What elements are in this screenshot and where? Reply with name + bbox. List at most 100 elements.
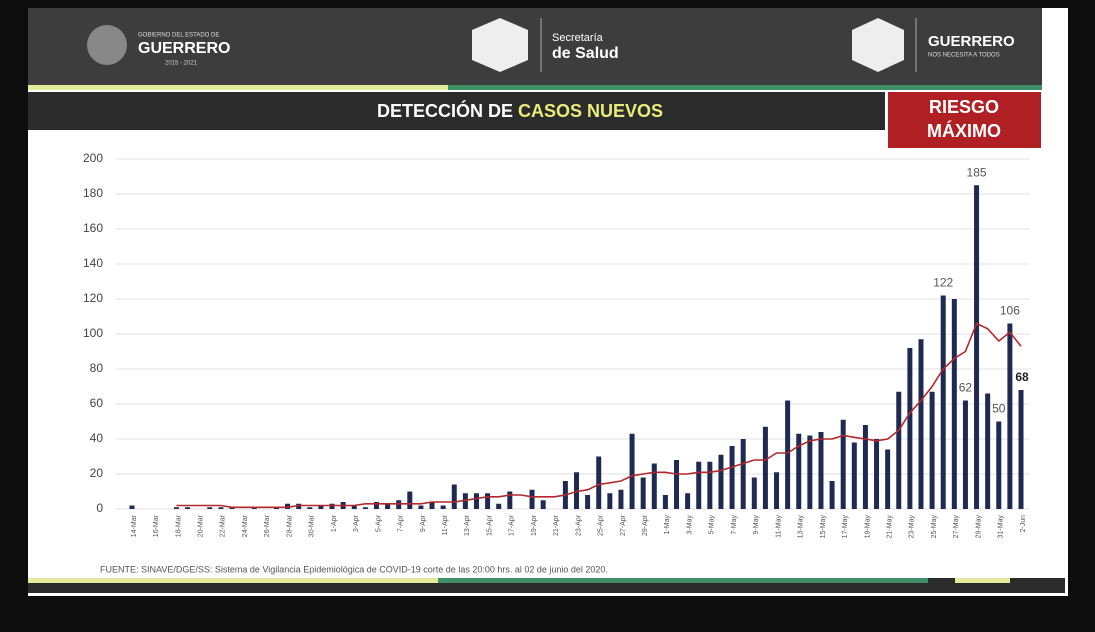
x-tick-label: 7-May [731,515,738,535]
bar [851,442,857,509]
x-tick-label: 13-May [798,515,805,539]
x-tick-label: 1-May [664,515,671,535]
data-label: 68 [1015,370,1029,384]
data-label: 50 [992,402,1006,416]
title-part: DETECCIÓN DE [377,100,513,121]
footer-stripe [438,578,928,583]
header-text: Secretaría [552,32,604,44]
y-tick-label: 200 [83,151,103,165]
bar [974,185,980,509]
x-tick-label: 11-May [775,515,782,538]
bar [207,507,213,509]
risk-text: MÁXIMO [927,120,1001,141]
data-label: 185 [967,165,987,179]
bar [651,463,657,509]
x-tick-label: 23-May [909,515,916,539]
bar [462,493,468,509]
bar [540,500,546,509]
y-tick-label: 120 [83,291,103,305]
y-tick-label: 80 [90,361,104,375]
bar [996,421,1002,509]
bar [740,439,746,509]
x-tick-label: 3-Apr [353,514,360,532]
x-tick-label: 14-Mar [131,514,138,537]
data-label: 122 [933,276,953,290]
x-tick-label: 1-Apr [331,514,338,532]
x-tick-label: 21-Apr [553,514,560,536]
bar [285,503,291,509]
x-tick-label: 15-May [820,515,827,539]
bar [829,481,835,509]
bar [407,491,413,509]
x-tick-label: 28-Mar [286,514,293,537]
footer-band [28,583,1065,593]
header-stripe [28,85,448,90]
x-tick-label: 27-Apr [620,514,627,536]
plot: 0 20 40 60 80 100 120 140 160 180 200 14-Mar 16-Mar 1… [83,151,1030,538]
bar [818,432,824,509]
y-tick-label: 40 [90,431,104,445]
bar [251,507,257,509]
title: DETECCIÓN DE CASOS NUEVOS [377,100,663,121]
header-text: de Salud [552,45,619,62]
header-text: NOS NECESITA A TODOS [928,53,1000,59]
x-tick-label: 9-May [753,515,760,535]
bar [185,507,191,509]
bar [696,461,702,509]
bar [607,493,613,509]
x-tick-label: 11-Apr [442,514,449,535]
bar [774,472,780,509]
bar [173,507,179,509]
health-logo [472,18,528,72]
risk-box [888,92,1041,148]
bar [385,503,391,509]
x-tick-label: 20-Mar [198,514,205,537]
bar [396,500,402,509]
bar [929,391,935,509]
bar [440,505,446,509]
header-text: GUERRERO [928,33,1015,50]
bar [907,348,913,509]
bar [418,505,424,509]
x-tick-label: 5-May [709,515,716,535]
x-tick-label: 23-Apr [575,514,582,536]
bar [618,489,624,509]
x-tick-label: 27-May [953,515,960,539]
bar [362,507,368,509]
bar [351,505,357,509]
data-label: 106 [1000,304,1020,318]
bar [473,493,479,509]
x-tick-label: 26-Mar [264,514,271,537]
bar [962,400,968,509]
data-label: 62 [959,381,973,395]
bar [785,400,791,509]
y-tick-label: 100 [83,326,103,340]
header-text: GOBIERNO DEL ESTADO DE [138,33,219,39]
header-text: 2015 - 2021 [165,61,198,67]
footer-stripe [955,578,1010,583]
x-tick-label: 3-May [686,515,693,535]
bar [585,495,591,509]
bar [762,426,768,509]
bar [840,419,846,509]
x-tick-label: 24-Mar [242,514,249,537]
x-tick-label: 25-May [931,515,938,539]
bar [874,439,880,509]
x-tick-label: 30-Mar [309,514,316,537]
x-tick-label: 2-Jun [1020,515,1027,533]
x-tick-label: 25-Apr [598,514,605,536]
state-seal [87,25,127,65]
x-tick-label: 29-Apr [642,514,649,536]
bar [951,299,957,509]
bar [218,507,224,509]
x-tick-label: 19-May [864,515,871,539]
bar [329,503,335,509]
title-part: CASOS NUEVOS [518,101,663,121]
bar [862,425,868,509]
bar [529,489,535,509]
bar [296,503,302,509]
bar [229,507,235,509]
bar [1018,390,1024,509]
